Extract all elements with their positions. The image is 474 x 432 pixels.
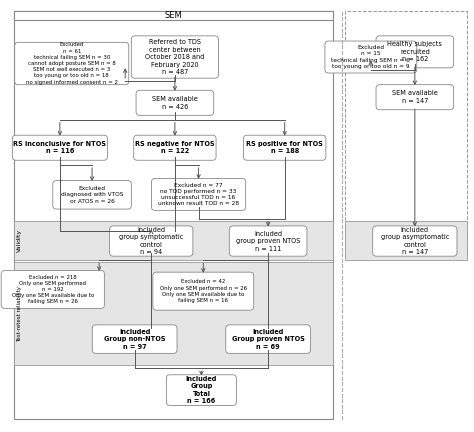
FancyBboxPatch shape — [92, 325, 177, 353]
Text: Excluded
n = 15
technical failing SEM n = 6
too young or too old n = 9: Excluded n = 15 technical failing SEM n … — [331, 45, 410, 69]
FancyBboxPatch shape — [376, 36, 454, 68]
FancyBboxPatch shape — [376, 85, 454, 110]
Text: Excluded
n = 61
technical failing SEM n = 30
cannot adopt posture SEM n = 8
SEM : Excluded n = 61 technical failing SEM n … — [26, 42, 118, 85]
FancyBboxPatch shape — [1, 270, 104, 308]
FancyBboxPatch shape — [325, 41, 417, 73]
FancyBboxPatch shape — [136, 90, 214, 115]
FancyBboxPatch shape — [12, 135, 108, 160]
Text: Excluded n = 218
Only one SEM performed
n = 192
Only one SEM available due to
fa: Excluded n = 218 Only one SEM performed … — [12, 275, 94, 304]
Text: Included
Group
Total
n = 166: Included Group Total n = 166 — [186, 376, 217, 404]
Text: RS positive for NTOS
n = 188: RS positive for NTOS n = 188 — [246, 141, 323, 155]
Text: Included
Group non-NTOS
n = 97: Included Group non-NTOS n = 97 — [104, 329, 165, 349]
Text: SEM: SEM — [164, 11, 182, 20]
FancyBboxPatch shape — [14, 11, 333, 20]
Text: SEM available
n = 147: SEM available n = 147 — [392, 90, 438, 104]
FancyBboxPatch shape — [229, 226, 307, 256]
Text: Excluded n = 42
Only one SEM performed n = 26
Only one SEM available due to
fail: Excluded n = 42 Only one SEM performed n… — [160, 280, 247, 303]
FancyBboxPatch shape — [15, 42, 129, 85]
Text: Excluded n = 77
no TOD performed n = 33
unsuccessful TOD n = 16
unknown result T: Excluded n = 77 no TOD performed n = 33 … — [158, 183, 239, 206]
FancyBboxPatch shape — [166, 375, 237, 405]
Text: SEM available
n = 426: SEM available n = 426 — [152, 96, 198, 110]
FancyBboxPatch shape — [14, 262, 333, 365]
FancyBboxPatch shape — [153, 272, 254, 310]
FancyBboxPatch shape — [345, 11, 467, 257]
Text: Referred to TDS
center between
October 2018 and
February 2020
n = 487: Referred to TDS center between October 2… — [145, 39, 205, 75]
Text: RS negative for NTOS
n = 122: RS negative for NTOS n = 122 — [135, 141, 215, 155]
Text: Excluded
diagnosed with VTOS
or ATOS n = 26: Excluded diagnosed with VTOS or ATOS n =… — [61, 186, 123, 203]
FancyBboxPatch shape — [134, 135, 216, 160]
FancyBboxPatch shape — [373, 226, 457, 256]
Text: Included
group proven NTOS
n = 111: Included group proven NTOS n = 111 — [236, 231, 301, 251]
Text: Included
group symptomatic
control
n = 94: Included group symptomatic control n = 9… — [119, 227, 183, 255]
FancyBboxPatch shape — [345, 221, 467, 260]
FancyBboxPatch shape — [109, 226, 193, 256]
FancyBboxPatch shape — [131, 36, 219, 78]
Text: Test-retest reliability: Test-retest reliability — [17, 286, 22, 342]
Text: RS inconclusive for NTOS
n = 116: RS inconclusive for NTOS n = 116 — [13, 141, 106, 155]
FancyBboxPatch shape — [53, 181, 131, 209]
Text: Healthy subjects
recruited
n = 162: Healthy subjects recruited n = 162 — [387, 41, 442, 62]
FancyBboxPatch shape — [152, 178, 246, 210]
Text: Included
group asymptomatic
control
n = 147: Included group asymptomatic control n = … — [381, 227, 449, 255]
Text: Validity: Validity — [17, 229, 22, 252]
FancyBboxPatch shape — [14, 221, 333, 260]
Text: Included
Group proven NTOS
n = 69: Included Group proven NTOS n = 69 — [232, 329, 305, 349]
FancyBboxPatch shape — [14, 11, 333, 419]
FancyBboxPatch shape — [244, 135, 326, 160]
FancyBboxPatch shape — [226, 325, 310, 353]
